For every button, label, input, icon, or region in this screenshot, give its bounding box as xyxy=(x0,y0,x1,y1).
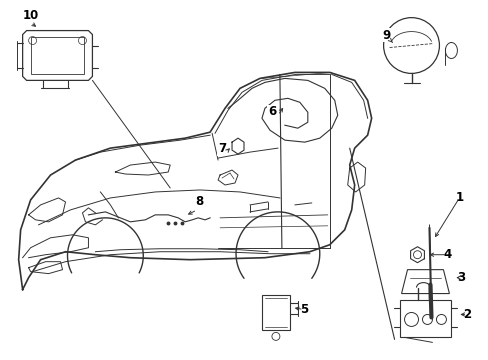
Text: 10: 10 xyxy=(22,9,39,22)
Text: 7: 7 xyxy=(218,142,226,155)
Text: 4: 4 xyxy=(443,248,450,261)
Text: 2: 2 xyxy=(462,308,470,321)
Text: 9: 9 xyxy=(382,28,390,41)
Text: 1: 1 xyxy=(454,192,463,204)
Text: 3: 3 xyxy=(456,271,465,284)
Text: 5: 5 xyxy=(299,303,307,316)
Text: 8: 8 xyxy=(195,195,203,208)
Text: 6: 6 xyxy=(267,105,276,118)
